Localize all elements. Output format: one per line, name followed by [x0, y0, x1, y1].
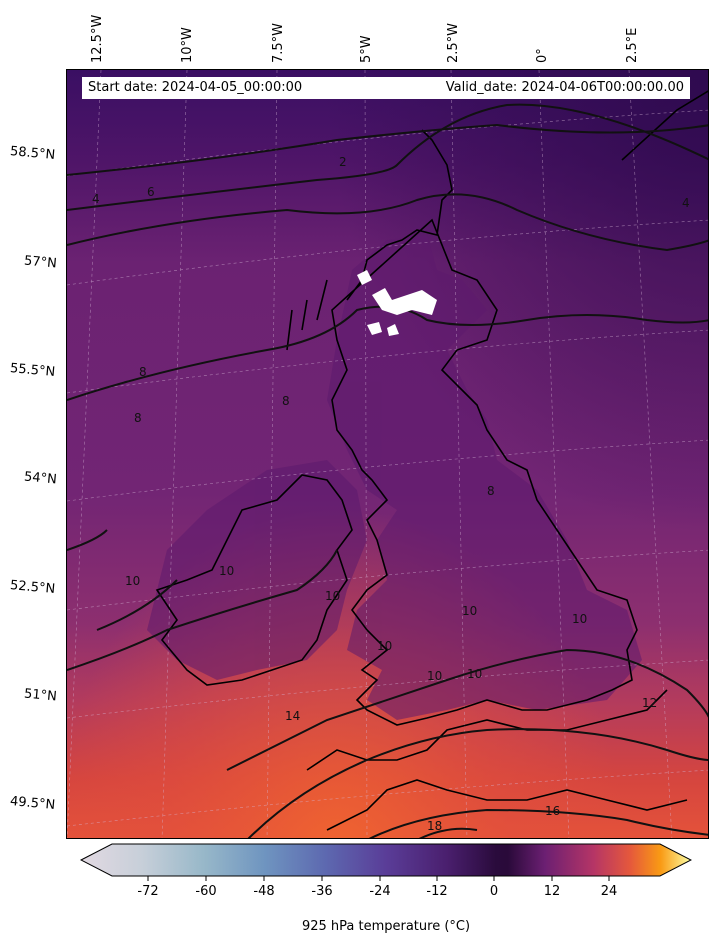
contour-label: 4 [682, 196, 690, 210]
contour-label: 10 [125, 574, 140, 588]
colorbar-tick-label: -60 [195, 884, 217, 899]
contour-label: 14 [285, 709, 300, 723]
contour-label: 10 [467, 667, 482, 681]
lat-label-51n: 51°N [23, 686, 58, 705]
lat-label-52.5n: 52.5°N [9, 578, 56, 597]
colorbar-tick-label: 0 [489, 884, 499, 899]
lat-label-57n: 57°N [23, 253, 58, 272]
contour-label: 10 [219, 564, 234, 578]
contour-label: 8 [139, 365, 147, 379]
lon-label-5w: 5°W [359, 35, 374, 63]
colorbar-tick-label: -48 [253, 884, 275, 899]
colorbar-tick-label: 24 [600, 884, 618, 899]
contour-label: 4 [92, 192, 100, 206]
lon-label-12.5w: 12.5°W [90, 14, 105, 63]
colorbar-ticks [147, 876, 610, 881]
colorbar-tick-label: -24 [369, 884, 391, 899]
valid-date-label: Valid_date: 2024-04-06T00:00:00.00 [445, 80, 684, 95]
contour-label: 16 [545, 804, 560, 818]
contour-label: 10 [325, 589, 340, 603]
map-panel: 2 4 4 6 8 8 8 8 10 10 10 10 10 10 10 10 … [66, 69, 709, 839]
lat-label-58.5n: 58.5°N [9, 144, 56, 163]
graticule [67, 70, 708, 838]
lon-label-2.5w: 2.5°W [446, 22, 461, 63]
lon-label-0: 0° [535, 48, 550, 63]
lon-label-10w: 10°W [180, 27, 195, 63]
contour-lines [67, 103, 708, 838]
lat-label-55.5n: 55.5°N [9, 361, 56, 380]
date-header: Start date: 2024-04-05_00:00:00 Valid_da… [82, 77, 690, 99]
contour-label: 10 [377, 639, 392, 653]
colorbar [80, 843, 692, 877]
lat-label-49.5n: 49.5°N [9, 794, 56, 813]
colorbar-title: 925 hPa temperature (°C) [301, 919, 471, 934]
contour-label: 2 [339, 155, 347, 169]
contour-label: 6 [147, 185, 155, 199]
lon-label-7.5w: 7.5°W [271, 22, 286, 63]
lon-label-2.5e: 2.5°E [625, 27, 640, 63]
colorbar-tick-label: -36 [311, 884, 333, 899]
contour-label: 18 [427, 819, 442, 833]
missing-data-patches [357, 270, 437, 336]
start-date-label: Start date: 2024-04-05_00:00:00 [88, 80, 303, 95]
contour-label: 10 [427, 669, 442, 683]
colorbar-tick-label: -72 [137, 884, 159, 899]
colorbar-tick-label: -12 [426, 884, 448, 899]
contour-label: 10 [572, 612, 587, 626]
contour-label: 8 [487, 484, 495, 498]
contour-label: 8 [134, 411, 142, 425]
contour-label: 10 [462, 604, 477, 618]
contour-labels: 2 4 4 6 8 8 8 8 10 10 10 10 10 10 10 10 … [92, 155, 690, 833]
lat-label-54n: 54°N [23, 469, 58, 488]
colorbar-tick-label: 12 [543, 884, 561, 899]
contour-label: 8 [282, 394, 290, 408]
temperature-map: 2 4 4 6 8 8 8 8 10 10 10 10 10 10 10 10 … [67, 70, 708, 838]
land-tint [147, 235, 642, 720]
contour-label: 12 [642, 696, 657, 710]
